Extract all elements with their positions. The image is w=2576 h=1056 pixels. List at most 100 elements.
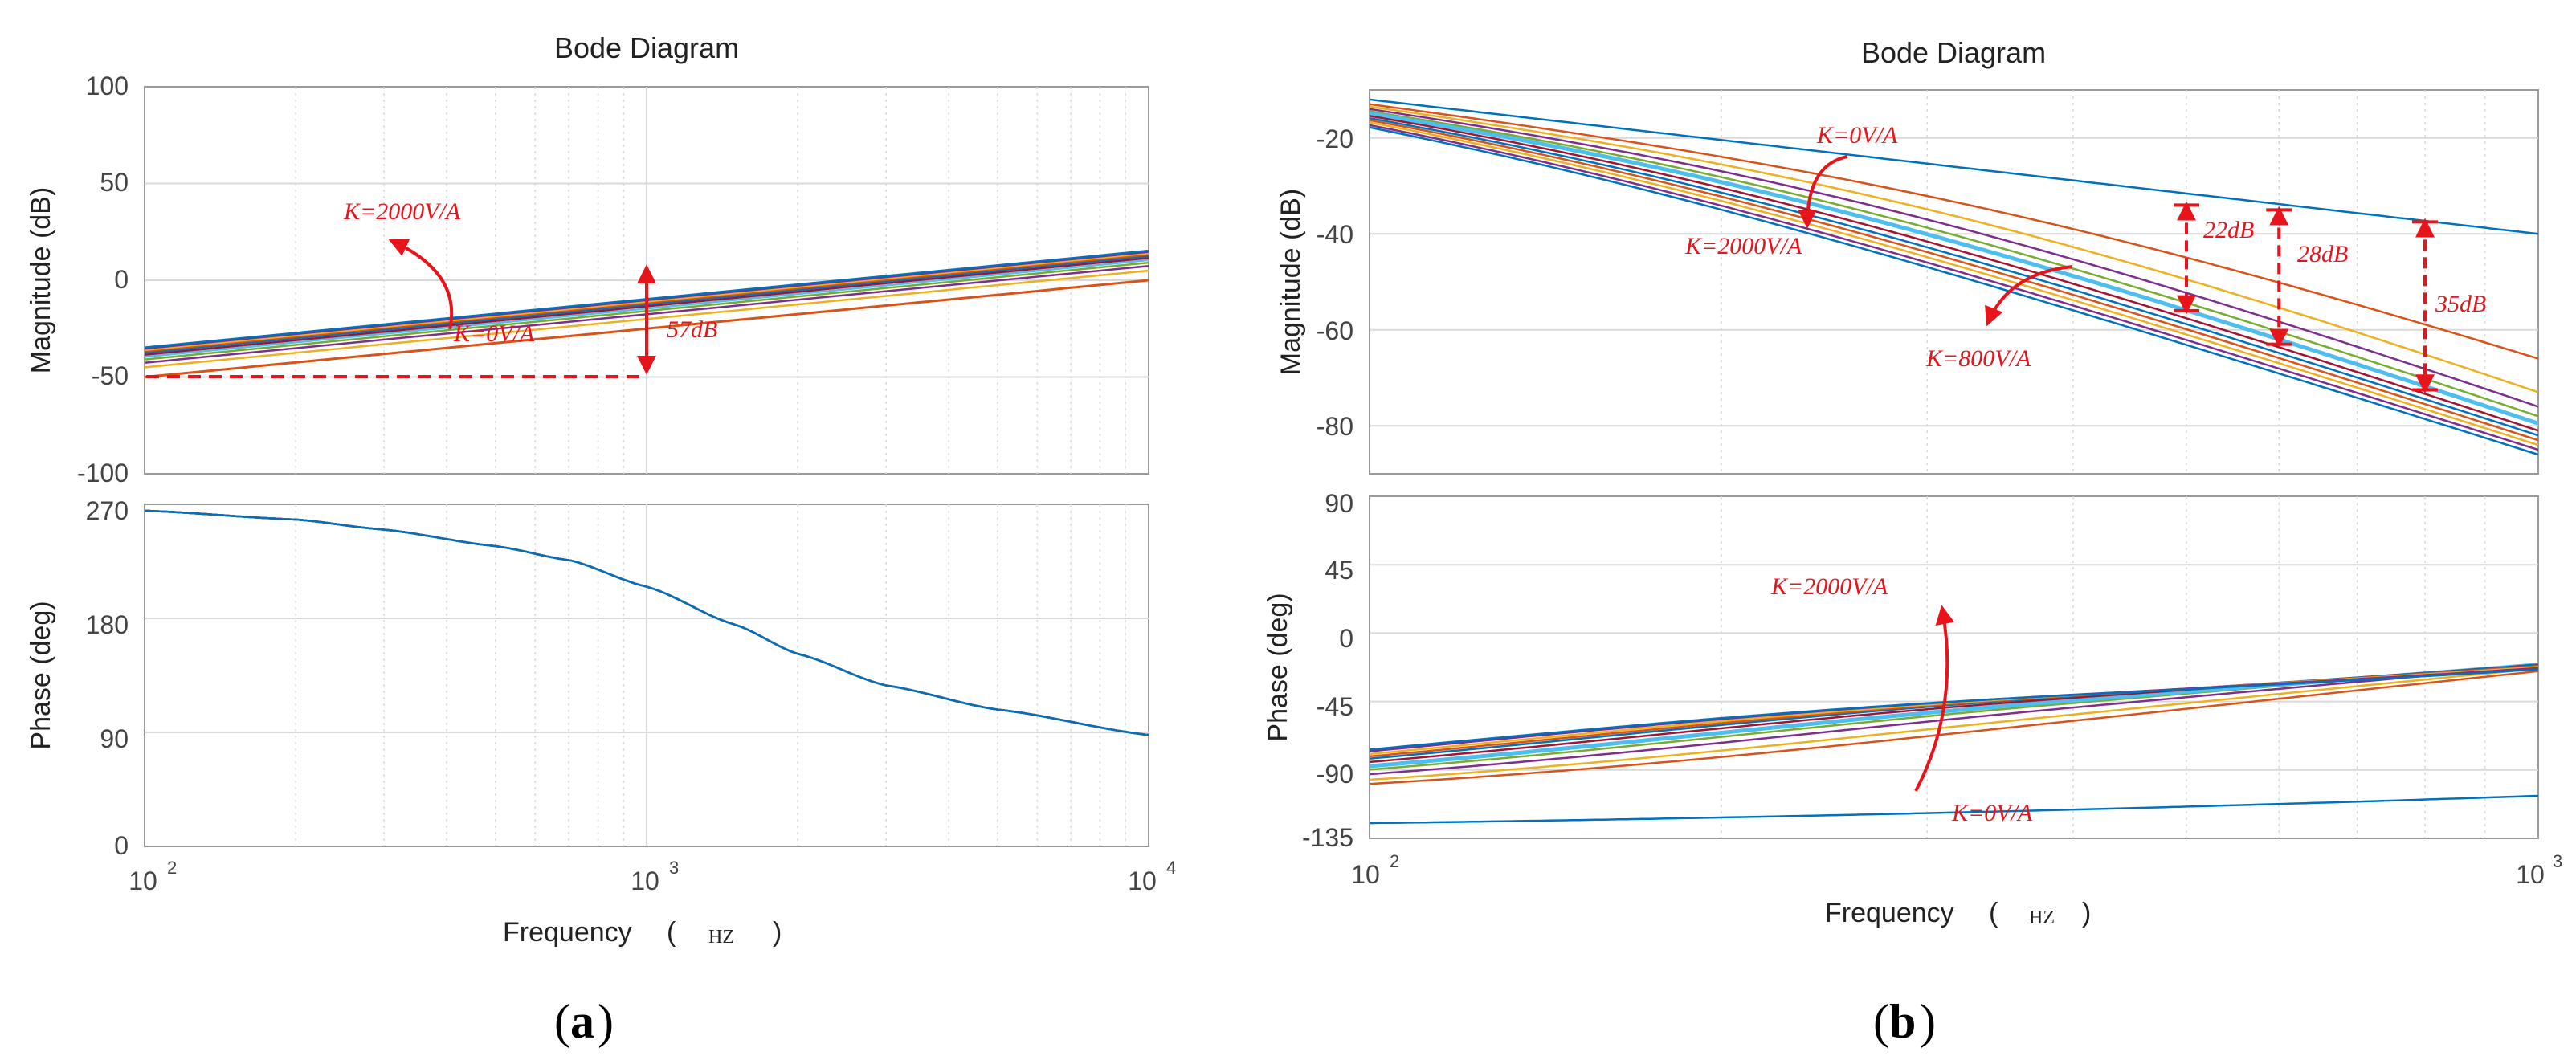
chart-b-phase-line xyxy=(1370,668,2538,751)
svg-text:(: ( xyxy=(1989,898,1998,928)
chart-b-phase-line xyxy=(1370,667,2538,781)
svg-text:(: ( xyxy=(667,917,676,948)
chart-b-mag-gap-arrows xyxy=(2174,201,2438,394)
chart-a-title: Bode Diagram xyxy=(554,31,739,64)
chart-b-mag-annotations: K=0V/A K=2000V/A K=800V/A 22dB 28dB 35dB xyxy=(1684,122,2486,372)
chart-b-mag-frame xyxy=(1369,89,2539,475)
chart-b-subfigure-label: ( b ) xyxy=(1873,995,1936,1048)
svg-text:(: ( xyxy=(554,995,570,1048)
chart-b-phase-ytick: 45 xyxy=(1325,556,1353,585)
chart-a-phase-panel: 270 180 90 0 Phase (deg) xyxy=(26,496,1149,860)
chart-b-phase-series xyxy=(1370,663,2538,825)
chart-b-mag-line xyxy=(1370,98,2538,235)
chart-a-xtick: 10 3 xyxy=(631,858,679,895)
chart-b-phase-panel: 90 45 0 -45 -90 -135 Phase (deg) K=2000V… xyxy=(1263,489,2539,852)
chart-a-mag-ytick: 100 xyxy=(86,71,129,100)
chart-b-gap-label-22: 22dB xyxy=(2203,217,2254,243)
chart-a-mag-ytick: 0 xyxy=(114,265,129,294)
chart-b-mag-line xyxy=(1370,116,2538,437)
chart-a-k-high-label: K=2000V/A xyxy=(343,198,461,225)
svg-text:(: ( xyxy=(1873,995,1889,1048)
chart-a-mag-ytick: 50 xyxy=(100,168,129,197)
svg-text:a: a xyxy=(570,995,594,1048)
svg-text:10: 10 xyxy=(129,866,157,895)
svg-text:HZ: HZ xyxy=(2029,907,2055,928)
chart-b-mag-line xyxy=(1370,111,2538,426)
chart-b-phase-ytick: -45 xyxy=(1317,692,1353,721)
chart-b-mag-grid xyxy=(1370,90,2538,474)
chart-a-mag-ylabel: Magnitude (dB) xyxy=(26,187,56,373)
chart-a-subfigure-label: ( a ) xyxy=(554,995,614,1048)
chart-b-xtick: 10 2 xyxy=(1351,851,1399,889)
svg-text:): ) xyxy=(2082,898,2091,928)
chart-b-mag-line xyxy=(1370,110,2538,418)
chart-b-mag-ytick: -40 xyxy=(1317,220,1353,249)
svg-text:3: 3 xyxy=(2553,851,2562,871)
chart-b-gap-label-35: 35dB xyxy=(2435,291,2486,317)
chart-a-k-low-label: K=0V/A xyxy=(453,320,535,347)
chart-b-mag-line xyxy=(1370,103,2538,360)
chart-b-k-low-label: K=0V/A xyxy=(1816,122,1898,149)
chart-b-magnitude-panel: -20 -40 -60 -80 Magnitude (dB) K=0V/A K=… xyxy=(1276,89,2539,475)
chart-b-phase-ytick: 90 xyxy=(1325,489,1353,518)
chart-a-phase-line xyxy=(145,509,1149,736)
chart-b-xtick: 10 3 xyxy=(2516,851,2562,889)
svg-text:Frequency: Frequency xyxy=(1825,898,1954,928)
chart-a-phase-ytick: 180 xyxy=(86,610,129,639)
chart-b-phase-line xyxy=(1370,670,2538,785)
chart-a-mag-yticks: 100 50 0 -50 -100 xyxy=(77,71,129,487)
chart-b-phase-ytick: -90 xyxy=(1317,760,1353,789)
chart-b-phase-ytick: 0 xyxy=(1339,624,1353,653)
chart-b-mag-line xyxy=(1370,108,2538,408)
chart-a-xticks: 10 2 10 3 10 4 xyxy=(129,858,1176,895)
svg-text:): ) xyxy=(598,995,614,1048)
chart-a-xtick: 10 2 xyxy=(129,858,177,895)
svg-text:10: 10 xyxy=(1351,860,1380,889)
chart-b-mag-yticks: -20 -40 -60 -80 xyxy=(1317,124,1353,441)
chart-a-mag-ytick: -100 xyxy=(77,459,129,487)
chart-b-k-mid-label: K=800V/A xyxy=(1925,345,2031,372)
chart-a-mag-annotations: 57dB K=2000V/A K=0V/A xyxy=(146,198,717,378)
svg-text:3: 3 xyxy=(669,858,679,878)
svg-text:2: 2 xyxy=(1390,851,1399,871)
svg-text:b: b xyxy=(1889,995,1916,1048)
svg-text:): ) xyxy=(1920,995,1936,1048)
svg-text:4: 4 xyxy=(1166,858,1176,878)
chart-b-phase-frame xyxy=(1369,495,2539,839)
svg-text:): ) xyxy=(773,917,782,948)
chart-b-title: Bode Diagram xyxy=(1861,36,2046,69)
svg-text:2: 2 xyxy=(167,858,177,878)
chart-b-mag-line xyxy=(1370,105,2538,393)
chart-a-xtick: 10 4 xyxy=(1128,858,1176,895)
chart-a-xlabel: Frequency ( HZ ) xyxy=(503,917,782,948)
chart-b-mag-line xyxy=(1370,119,2538,442)
chart-b-mag-ylabel: Magnitude (dB) xyxy=(1276,189,1306,375)
svg-text:Frequency: Frequency xyxy=(503,917,632,948)
chart-b-mag-line xyxy=(1370,124,2538,451)
chart-b-phase-line xyxy=(1370,664,2538,776)
chart-b-k-mid-arrow xyxy=(1985,265,2073,327)
chart-b-phase-line xyxy=(1370,794,2538,825)
chart-b-phase-k-arrow xyxy=(1914,605,1955,792)
chart-b: Bode Diagram -20 -40 -60 -80 Magnitude (… xyxy=(1263,36,2562,1048)
chart-b-phase-ylabel: Phase (deg) xyxy=(1263,593,1293,741)
chart-b-mag-ytick: -20 xyxy=(1317,124,1353,153)
chart-b-mag-line xyxy=(1370,121,2538,446)
chart-a-phase-ylabel: Phase (deg) xyxy=(26,601,56,749)
chart-b-mag-ytick: -80 xyxy=(1317,412,1353,441)
chart-a-phase-grid xyxy=(145,504,1149,846)
chart-a-magnitude-panel: 100 50 0 -50 -100 Magnitude (dB) 57dB K=… xyxy=(26,71,1149,487)
chart-b-mag-line xyxy=(1370,115,2538,432)
chart-b-phase-ytick: -135 xyxy=(1302,823,1353,852)
svg-text:10: 10 xyxy=(631,866,659,895)
chart-b-phase-annotations: K=2000V/A K=0V/A xyxy=(1770,573,2033,826)
chart-a-phase-ytick: 0 xyxy=(114,831,129,860)
chart-b-k-arrow xyxy=(1798,155,1848,229)
chart-a: Bode Diagram 100 50 0 -50 -100 Magnitude… xyxy=(26,31,1176,1048)
chart-a-phase-ytick: 270 xyxy=(86,496,129,525)
chart-b-mag-series xyxy=(1370,98,2538,456)
chart-b-phase-k-low-label: K=0V/A xyxy=(1951,800,2033,826)
chart-b-xticks: 10 2 10 3 xyxy=(1351,851,2562,889)
chart-a-mag-ytick: -50 xyxy=(92,361,129,390)
chart-b-k-high-label: K=2000V/A xyxy=(1684,233,1802,259)
